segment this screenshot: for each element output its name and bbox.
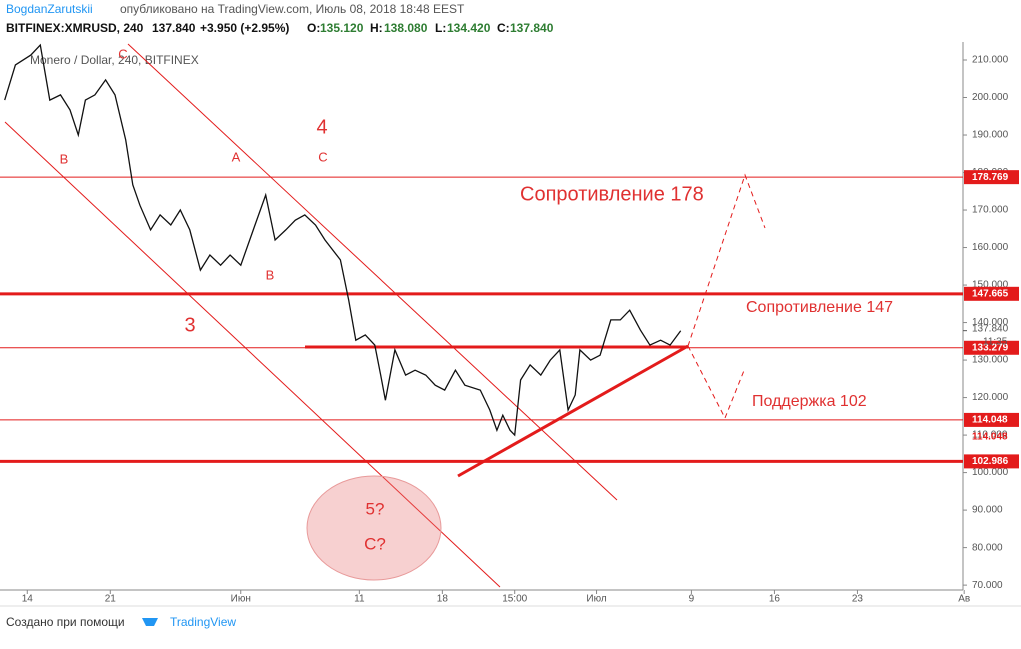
level-tag xyxy=(964,286,1019,301)
countdown: 11:35 xyxy=(983,336,1008,347)
y-tick-label: 70.000 xyxy=(972,580,1003,591)
x-tick-label: 14 xyxy=(22,594,34,605)
brand-icon xyxy=(142,618,158,626)
resistance-178: Сопротивление 178 xyxy=(520,183,704,205)
low-label: L: xyxy=(435,21,446,35)
resistance-147: Сопротивление 147 xyxy=(746,299,893,316)
symbol: BITFINEX:XMRUSD, 240 xyxy=(6,21,144,35)
x-tick-label: Июн xyxy=(231,594,251,605)
x-tick-label: 15:00 xyxy=(502,594,527,605)
wave-label: C? xyxy=(364,534,386,553)
support-102: Поддержка 102 xyxy=(752,393,867,410)
annotations: 4 C A B B 3 C Сопротивление 178 Сопротив… xyxy=(60,46,893,553)
x-tick-label: Ав xyxy=(958,594,970,605)
level-label: 178.769 xyxy=(972,172,1009,183)
y-tick-label: 160.000 xyxy=(972,242,1009,253)
wave-label: B xyxy=(266,267,275,282)
last: 137.840 xyxy=(152,21,196,35)
level-label: 147.665 xyxy=(972,288,1009,299)
close: 137.840 xyxy=(510,21,554,35)
x-tick-label: 18 xyxy=(437,594,449,605)
high-label: H: xyxy=(370,21,383,35)
open: 135.120 xyxy=(320,21,364,35)
level-label: 114.048 xyxy=(972,415,1008,426)
y-tick-label: 170.000 xyxy=(972,205,1009,216)
y-tick-label: 190.000 xyxy=(972,130,1009,141)
y-tick-label: 110.000 xyxy=(972,430,1008,441)
author[interactable]: BogdanZarutskii xyxy=(6,2,93,16)
x-tick-label: 11 xyxy=(354,594,365,605)
level-tag xyxy=(964,340,1019,355)
x-tick-label: 21 xyxy=(105,594,117,605)
y-tick-label: 150.000 xyxy=(972,280,1009,291)
y-tick-label: 210.000 xyxy=(972,55,1009,66)
level-tag xyxy=(964,170,1019,185)
y-tick-label: 80.000 xyxy=(972,542,1003,553)
channel-line xyxy=(127,43,618,501)
channel-line xyxy=(4,121,501,588)
wave-label: C xyxy=(118,46,127,61)
chart-title: Monero / Dollar, 240, BITFINEX xyxy=(30,53,199,67)
y-tick-label: 130.000 xyxy=(972,355,1009,366)
price-line xyxy=(4,43,682,437)
change: +3.950 (+2.95%) xyxy=(200,21,289,35)
target-zone xyxy=(306,475,442,581)
level-label-repeat: 114.048 xyxy=(972,432,1008,443)
support-trend xyxy=(457,344,689,478)
y-tick-label: 120.000 xyxy=(972,392,1009,403)
y-tick-label: 140.000 xyxy=(972,317,1009,328)
y-tick-label: 200.000 xyxy=(972,92,1009,103)
published: опубликовано на TradingView.com, Июль 08… xyxy=(120,2,465,16)
footer-text: Создано при помощи xyxy=(6,615,125,629)
wave-label: 5? xyxy=(366,499,385,518)
x-tick-label: 16 xyxy=(769,594,781,605)
level-tag xyxy=(964,412,1019,427)
close-label: C: xyxy=(497,21,510,35)
high: 138.080 xyxy=(384,21,428,35)
wave-label: C xyxy=(318,149,327,164)
wave-label: B xyxy=(60,151,69,166)
x-tick-label: 9 xyxy=(689,594,695,605)
x-tick-label: 23 xyxy=(852,594,864,605)
x-tick-label: Июл xyxy=(586,594,606,605)
y-tick-label: 100.000 xyxy=(972,467,1009,478)
drawings xyxy=(4,43,766,588)
y-tick-label: 90.000 xyxy=(972,505,1003,516)
wave-label: 3 xyxy=(184,314,195,336)
level-label: 133.279 xyxy=(972,342,1009,353)
footer-brand[interactable]: TradingView xyxy=(170,615,236,629)
level-tag xyxy=(964,454,1019,469)
forecast-down xyxy=(687,345,746,420)
forecast-up xyxy=(687,173,766,347)
level-label: 102.986 xyxy=(972,456,1009,467)
last-price-label: 137.840 xyxy=(972,323,1009,334)
open-label: O: xyxy=(307,21,320,35)
low: 134.420 xyxy=(447,21,491,35)
wave-label: 4 xyxy=(316,116,327,138)
wave-label: A xyxy=(232,149,241,164)
